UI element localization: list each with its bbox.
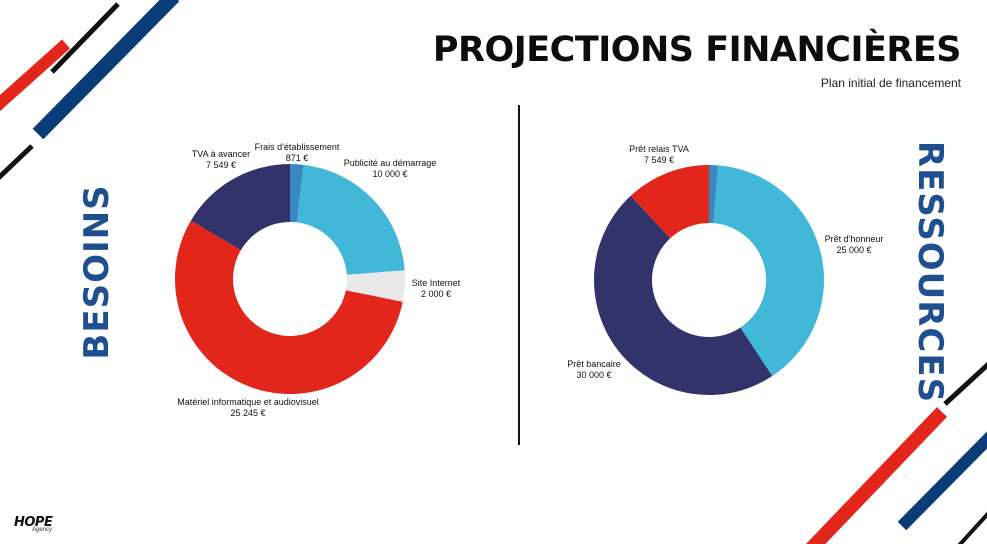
donut-slice-besoins-0 <box>290 164 304 223</box>
slice-label: Prêt d'honneur <box>825 234 884 244</box>
logo-main-text: HOPE <box>14 515 53 530</box>
page-title: PROJECTIONS FINANCIÈRES <box>432 30 962 70</box>
logo-sub-text: Agency <box>32 527 53 533</box>
slice-value-label: 30 000 € <box>576 370 611 380</box>
slice-label: Matériel informatique et audiovisuel <box>177 397 319 407</box>
donut-slice-ressources-1 <box>713 165 824 377</box>
stripe-black-top-left <box>50 2 120 74</box>
slice-label: Frais d'établissement <box>255 142 340 152</box>
center-divider <box>518 105 520 445</box>
page-subtitle: Plan initial de financement <box>820 76 961 90</box>
donut-slice-ressources-3 <box>630 165 709 239</box>
donut-slice-ressources-2 <box>594 195 773 396</box>
slice-value-label: 10 000 € <box>372 169 407 179</box>
slice-label: Site Internet <box>412 278 461 288</box>
donut-slice-besoins-3 <box>174 220 403 394</box>
stripe-red-top-left <box>0 39 71 112</box>
stripe-red-bottom-right <box>805 407 948 544</box>
slice-value-label: 25 000 € <box>836 245 871 255</box>
donut-slice-besoins-2 <box>345 270 405 302</box>
slice-label: Prêt bancaire <box>567 359 621 369</box>
hope-logo: HOPE Agency <box>14 513 53 533</box>
donut-slice-besoins-1 <box>296 164 405 275</box>
slice-value-label: 7 549 € <box>644 155 674 165</box>
slice-value-label: 7 549 € <box>206 160 236 170</box>
slice-label: TVA à avancer <box>192 149 250 159</box>
stripe-black-mid-left <box>0 144 34 180</box>
slice-value-label: 2 000 € <box>421 289 451 299</box>
stripe-blue-top-left <box>32 0 180 140</box>
slice-label: Prêt relais TVA <box>629 144 689 154</box>
donut-slice-ressources-0 <box>709 165 719 224</box>
donut-slice-besoins-4 <box>190 164 290 251</box>
slice-value-label: 871 € <box>286 153 309 163</box>
stripe-blue-bottom-right <box>897 431 987 531</box>
stripe-black-bottom-right <box>957 511 987 544</box>
slice-label: Publicité au démarrage <box>344 158 437 168</box>
slice-value-label: 25 245 € <box>230 408 265 418</box>
